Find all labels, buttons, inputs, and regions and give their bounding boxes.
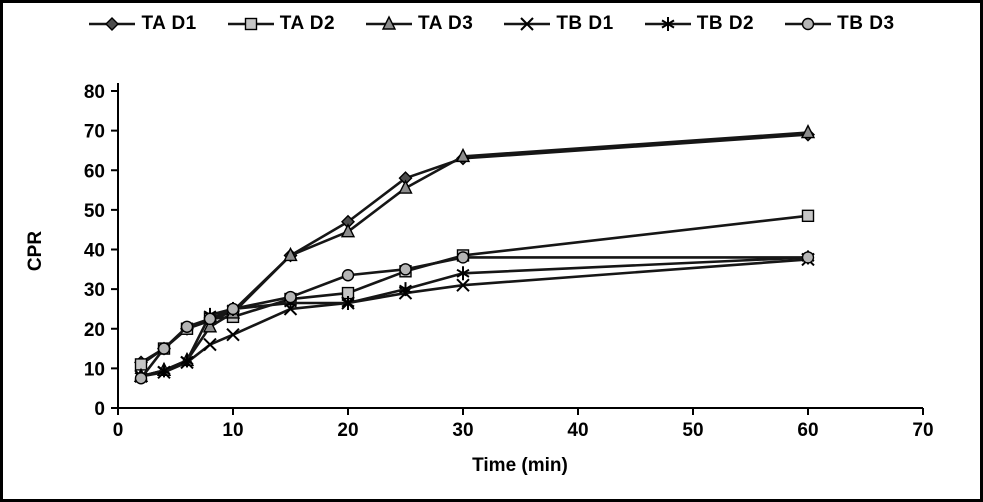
legend-item-ta-d3: TA D3 bbox=[365, 13, 473, 35]
y-axis-tick-label: 40 bbox=[84, 241, 105, 262]
x-marker-icon bbox=[226, 327, 240, 342]
y-axis-title: CPR bbox=[25, 231, 46, 271]
legend-key-tb-d3 bbox=[785, 17, 832, 31]
circle-marker-icon bbox=[134, 372, 148, 385]
legend-key-tb-d2 bbox=[644, 17, 691, 31]
circle-marker-icon bbox=[157, 342, 171, 355]
x-axis-tick-label: 10 bbox=[222, 420, 243, 441]
y-axis-tick-label: 20 bbox=[84, 320, 105, 341]
series-ta-d2 bbox=[134, 209, 815, 371]
circle-marker-icon bbox=[284, 290, 297, 304]
x-axis-tick-label: 20 bbox=[337, 420, 358, 441]
legend-label-tb-d3: TB D3 bbox=[837, 13, 895, 34]
x-axis-tick-label: 40 bbox=[567, 420, 588, 441]
axes-layer: 0 10 20 30 40 50 60 70 0 10 20 30 40 50 60 70 80 bbox=[84, 82, 934, 441]
asterisk-marker-icon bbox=[456, 266, 470, 281]
y-axis-tick-label: 0 bbox=[94, 399, 105, 420]
legend-label-tb-d2: TB D2 bbox=[696, 13, 755, 34]
x-axis-title: Time (min) bbox=[472, 455, 568, 476]
legend: TA D1 TA D2 TA D3 TB D1 TB D2 TB D3 bbox=[3, 13, 980, 35]
triangle-marker-icon bbox=[283, 246, 298, 262]
asterisk-marker-icon bbox=[661, 17, 675, 31]
circle-marker-icon bbox=[180, 320, 194, 333]
triangle-marker-icon bbox=[398, 179, 413, 194]
circle-marker-icon bbox=[801, 251, 815, 264]
square-marker-icon bbox=[801, 209, 815, 223]
series-layer bbox=[133, 124, 816, 385]
circle-marker-icon bbox=[226, 302, 240, 316]
legend-item-tb-d2: TB D2 bbox=[644, 13, 754, 35]
series-ta-d2-line bbox=[140, 214, 809, 366]
plot-area: 0 10 20 30 40 50 60 70 0 10 20 30 40 50 60 70 80 Time (m… bbox=[25, 82, 934, 476]
y-axis-tick-label: 60 bbox=[84, 161, 105, 182]
series-tb-d1-line bbox=[140, 258, 809, 378]
legend-label-tb-d1: TB D1 bbox=[556, 13, 614, 34]
x-axis-tick-label: 0 bbox=[113, 420, 124, 441]
square-marker-icon bbox=[244, 17, 257, 31]
circle-marker-icon bbox=[456, 251, 470, 264]
circle-marker-icon bbox=[341, 269, 355, 282]
circle-marker-icon bbox=[203, 312, 217, 326]
y-axis-tick-label: 50 bbox=[84, 201, 105, 222]
x-marker-icon bbox=[520, 17, 535, 31]
legend-item-tb-d3: TB D3 bbox=[784, 13, 894, 35]
triangle-marker-icon bbox=[455, 147, 471, 163]
legend-key-ta-d1 bbox=[89, 17, 136, 31]
legend-key-ta-d2 bbox=[227, 17, 274, 31]
legend-key-tb-d1 bbox=[504, 17, 551, 31]
triangle-marker-icon bbox=[800, 124, 816, 139]
x-axis-tick-label: 50 bbox=[682, 420, 703, 441]
y-axis-tick-label: 70 bbox=[84, 122, 105, 143]
legend-item-tb-d1: TB D1 bbox=[503, 13, 613, 35]
series-tb-d2-line bbox=[140, 256, 809, 378]
asterisk-marker-icon bbox=[341, 295, 355, 310]
legend-label-ta-d2: TA D2 bbox=[279, 13, 336, 34]
x-marker-icon bbox=[456, 278, 470, 292]
series-ta-d1-line bbox=[140, 133, 809, 364]
x-axis-tick-label: 30 bbox=[452, 420, 473, 441]
series-tb-d3-line bbox=[139, 256, 808, 380]
legend-label-ta-d1: TA D1 bbox=[141, 13, 197, 34]
legend-item-ta-d1: TA D1 bbox=[88, 13, 196, 35]
x-axis-tick-label: 60 bbox=[797, 420, 818, 441]
triangle-marker-icon bbox=[202, 318, 218, 333]
legend-item-ta-d2: TA D2 bbox=[227, 13, 335, 35]
asterisk-marker-icon bbox=[180, 353, 194, 368]
legend-key-ta-d3 bbox=[366, 15, 413, 30]
asterisk-marker-icon bbox=[157, 363, 171, 378]
asterisk-marker-icon bbox=[398, 282, 413, 297]
x-axis-tick-label: 70 bbox=[912, 420, 933, 441]
y-axis-tick-label: 10 bbox=[84, 359, 105, 380]
y-axis-tick-label: 30 bbox=[84, 280, 105, 301]
series-tb-d3 bbox=[134, 251, 815, 385]
triangle-marker-icon bbox=[340, 223, 356, 238]
circle-marker-icon bbox=[399, 263, 412, 276]
circle-marker-icon bbox=[801, 17, 815, 31]
triangle-marker-icon bbox=[381, 15, 397, 30]
x-marker-icon bbox=[203, 337, 217, 352]
legend-label-ta-d3: TA D3 bbox=[418, 13, 474, 34]
y-axis-tick-label: 80 bbox=[84, 82, 105, 103]
diamond-marker-icon bbox=[105, 17, 120, 31]
